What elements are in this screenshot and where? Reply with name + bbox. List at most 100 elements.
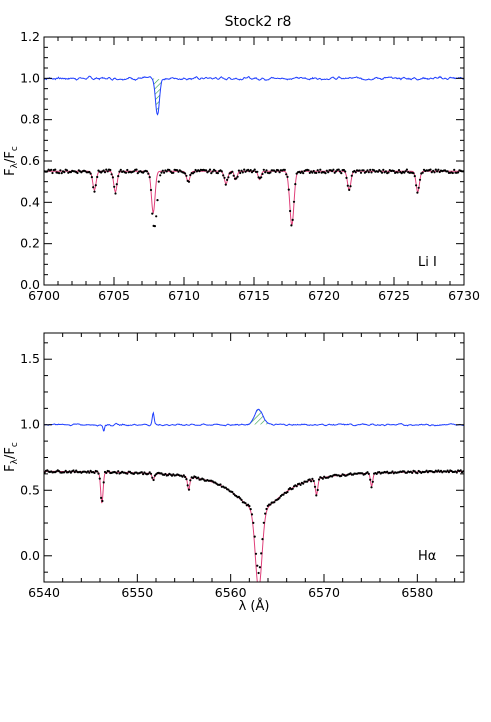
observed-point: [151, 212, 154, 215]
observed-point: [350, 174, 353, 177]
plot-frame: [43, 36, 465, 286]
observed-point: [107, 470, 111, 473]
observed-point: [338, 170, 342, 173]
observed-point: [236, 175, 239, 178]
observed-point: [362, 169, 365, 172]
observed-point: [117, 470, 120, 473]
observed-point: [433, 171, 436, 174]
observed-point: [210, 172, 213, 175]
observed-point: [142, 473, 145, 476]
y-tick-label: 1.0: [20, 417, 40, 432]
observed-point: [94, 184, 97, 187]
observed-point: [232, 492, 235, 495]
y-slash: /F: [3, 447, 18, 459]
observed-point: [405, 168, 408, 171]
y-tick-label: 0.6: [20, 153, 40, 168]
observed-point: [176, 169, 179, 172]
observed-point: [219, 483, 222, 486]
observed-point: [387, 171, 390, 174]
observed-point: [165, 170, 168, 173]
observed-point: [446, 170, 449, 173]
observed-point: [241, 171, 244, 174]
observed-point: [384, 170, 387, 173]
observed-point: [274, 170, 277, 173]
observed-point: [415, 184, 418, 187]
observed-point: [63, 171, 66, 174]
observed-point: [325, 169, 328, 172]
x-tick-label: 6715: [238, 288, 270, 303]
y-axis-label: Fλ/Fc: [3, 146, 20, 176]
observed-point: [291, 218, 294, 221]
observed-point: [416, 191, 419, 194]
observed-point: [439, 469, 443, 472]
observed-point: [308, 171, 311, 174]
observed-point: [117, 175, 120, 178]
observed-point: [222, 174, 225, 177]
observed-point: [342, 168, 345, 172]
observed-point: [88, 170, 91, 174]
observed-point: [250, 513, 254, 516]
observed-point: [160, 171, 163, 174]
observed-point: [63, 471, 66, 474]
observed-point: [240, 498, 243, 501]
observed-point: [124, 171, 128, 174]
observed-point: [194, 168, 197, 172]
observed-point: [114, 192, 117, 195]
observed-point: [155, 215, 158, 218]
observed-point: [413, 175, 416, 178]
observed-point: [302, 482, 305, 485]
observed-point: [333, 171, 336, 174]
observed-point: [187, 488, 191, 491]
observed-point: [148, 471, 151, 474]
observed-point: [451, 171, 454, 175]
observed-point: [455, 471, 458, 474]
residual-line: [44, 75, 464, 116]
y-sub-c: c: [10, 146, 20, 151]
observed-point: [96, 175, 99, 179]
observed-point: [354, 171, 357, 174]
observed-point: [152, 478, 155, 482]
observed-point: [164, 472, 167, 476]
observed-point: [247, 168, 250, 171]
observed-point: [269, 503, 272, 506]
observed-point: [102, 169, 105, 172]
observed-point: [50, 168, 53, 171]
observed-point: [252, 169, 255, 173]
observed-point: [231, 170, 234, 173]
observed-point: [64, 469, 67, 472]
observed-point: [197, 476, 200, 479]
observed-point: [367, 472, 370, 475]
observed-point: [147, 172, 150, 175]
observed-point: [312, 479, 315, 483]
observed-point: [172, 171, 175, 174]
observed-point: [261, 172, 264, 176]
observed-point: [231, 490, 234, 494]
observed-point: [382, 168, 385, 171]
observed-point: [153, 225, 156, 228]
observed-point: [446, 469, 449, 472]
observed-point: [438, 170, 441, 174]
observed-point: [345, 176, 348, 179]
observed-point: [207, 170, 210, 173]
y-sub-lambda: λ: [10, 162, 20, 168]
observed-point: [285, 173, 288, 176]
observed-point: [334, 170, 338, 173]
y-tick-label: 0.8: [20, 112, 40, 127]
observed-point: [308, 478, 311, 481]
observed-point: [54, 168, 57, 171]
observed-point: [421, 171, 424, 174]
observed-point: [93, 471, 96, 474]
x-tick-label: 6730: [448, 288, 480, 303]
observed-point: [391, 470, 394, 473]
observed-point: [59, 169, 62, 172]
chart-title: Stock2 r8: [225, 14, 292, 30]
observed-point: [264, 171, 267, 174]
observed-point: [282, 493, 285, 496]
observed-point: [115, 472, 118, 475]
observed-point: [145, 170, 149, 173]
observed-point: [283, 168, 286, 171]
observed-point: [126, 472, 129, 475]
observed-point: [51, 171, 54, 175]
observed-point: [97, 472, 100, 475]
